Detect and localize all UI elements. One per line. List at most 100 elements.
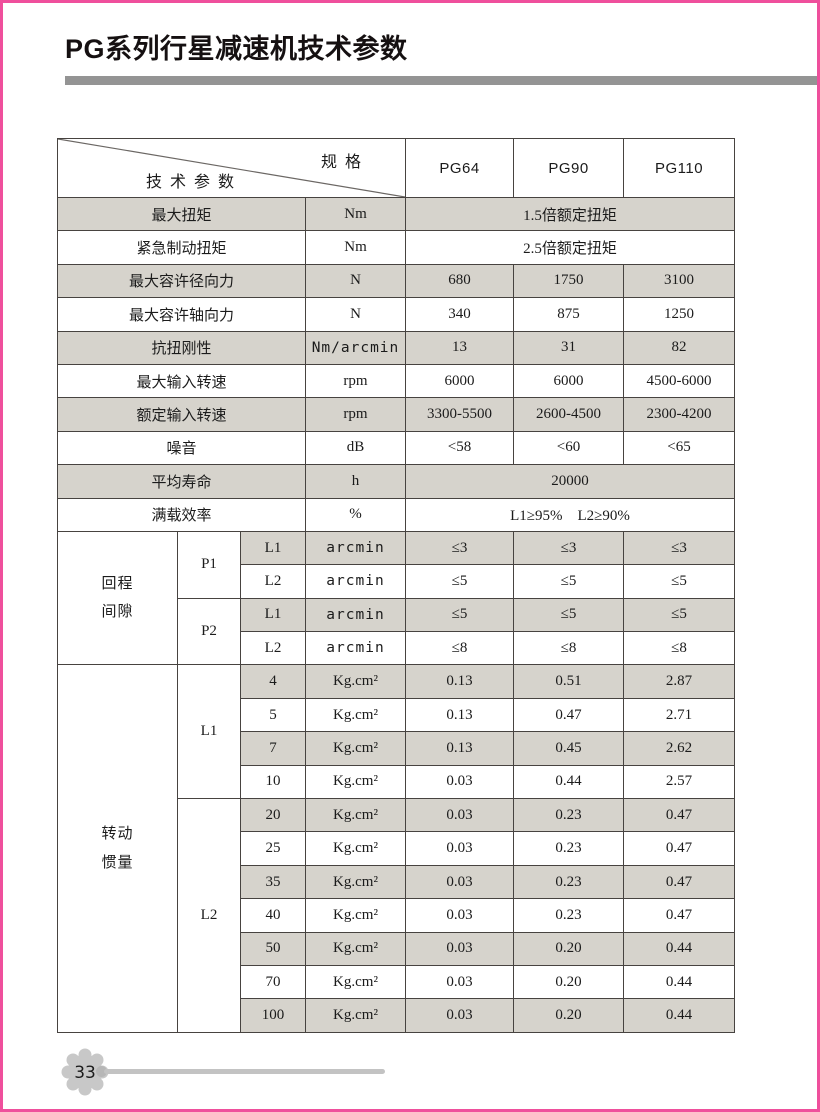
value-cell: 0.13 (405, 664, 514, 699)
value-cell: 2.87 (623, 664, 735, 699)
table-header-row: 规 格 技 术 参 数 PG64 PG90 PG110 (57, 138, 735, 198)
ratio-label: 50 (240, 931, 306, 966)
unit-cell: Kg.cm² (305, 664, 406, 699)
param-label: 最大扭矩 (57, 196, 306, 232)
value-cell: 0.03 (405, 998, 514, 1033)
corner-label-param: 技 术 参 数 (146, 174, 237, 191)
value-cell: 0.13 (405, 697, 514, 733)
unit-cell: arcmin (305, 530, 406, 566)
page-title: PG系列行星减速机技术参数 (65, 34, 408, 64)
value-cell: 3300-5500 (405, 397, 514, 432)
unit-cell: Nm (305, 196, 406, 232)
value-cell: 2.5倍额定扭矩 (405, 230, 735, 265)
unit-cell: Kg.cm² (305, 831, 406, 866)
value-cell: 0.20 (513, 931, 624, 966)
value-cell: 0.03 (405, 898, 514, 933)
param-label: 最大容许径向力 (57, 263, 306, 299)
unit-cell: Kg.cm² (305, 998, 406, 1033)
value-cell: ≤3 (623, 530, 735, 566)
value-cell: 0.47 (623, 864, 735, 900)
stage-label: L1 (240, 530, 306, 566)
value-cell: ≤8 (513, 631, 624, 666)
value-cell: 0.13 (405, 731, 514, 766)
value-cell: 13 (405, 330, 514, 365)
value-cell: ≤3 (405, 530, 514, 566)
unit-cell: Kg.cm² (305, 964, 406, 1000)
value-cell: 0.47 (623, 831, 735, 866)
spec-table: 规 格 技 术 参 数 PG64 PG90 PG110 最大扭矩 Nm 1.5倍… (57, 138, 735, 1033)
value-cell: 0.23 (513, 864, 624, 900)
value-cell: 0.44 (623, 998, 735, 1033)
stage-label: L1 (240, 597, 306, 633)
value-cell: 0.03 (405, 831, 514, 866)
footer-line-dot (96, 1066, 107, 1077)
value-cell: ≤5 (405, 564, 514, 599)
unit-cell: Kg.cm² (305, 697, 406, 733)
value-cell: 0.44 (513, 764, 624, 800)
table-row: 100 Kg.cm² 0.03 0.20 0.44 (58, 998, 735, 1033)
group-label-inertia: 转动惯量 (57, 664, 178, 1033)
value-cell: 20000 (405, 464, 735, 499)
unit-cell: arcmin (305, 564, 406, 599)
table-row: 最大容许轴向力 N 340 875 1250 (57, 297, 735, 332)
unit-cell: Kg.cm² (305, 764, 406, 800)
table-row: 满载效率 % L1≥95% L2≥90% (57, 497, 735, 532)
value-cell: 6000 (405, 363, 514, 399)
table-row: 50 Kg.cm² 0.03 0.20 0.44 (58, 931, 735, 966)
ratio-label: 70 (240, 964, 306, 1000)
unit-cell: Kg.cm² (305, 931, 406, 966)
table-row: 抗扭刚性 Nm/arcmin 13 31 82 (57, 330, 735, 365)
value-cell: 0.03 (405, 764, 514, 800)
table-row: 回程间隙 P1 L1 arcmin ≤3 ≤3 ≤3 (57, 530, 735, 666)
value-cell: 0.47 (623, 798, 735, 833)
unit-cell: h (305, 464, 406, 499)
value-cell: 2.62 (623, 731, 735, 766)
value-cell: 0.47 (513, 697, 624, 733)
unit-cell: arcmin (305, 597, 406, 633)
diagonal-header-cell: 规 格 技 术 参 数 (57, 138, 406, 198)
corner-label-spec: 规 格 (320, 154, 363, 171)
unit-cell: Nm/arcmin (305, 330, 406, 365)
value-cell: <60 (513, 430, 624, 466)
value-cell: ≤5 (623, 597, 735, 633)
value-cell: 1.5倍额定扭矩 (405, 196, 735, 232)
column-header-pg90: PG90 (513, 138, 624, 198)
value-cell: 680 (405, 263, 514, 299)
table-row: 最大输入转速 rpm 6000 6000 4500-6000 (57, 363, 735, 399)
param-label: 平均寿命 (57, 464, 306, 499)
value-cell: <58 (405, 430, 514, 466)
unit-cell: Kg.cm² (305, 898, 406, 933)
table-row: 最大容许径向力 N 680 1750 3100 (57, 263, 735, 299)
unit-cell: Nm (305, 230, 406, 265)
table-row: P2 L1 arcmin ≤5 ≤5 ≤5 (58, 597, 735, 666)
table-row: 最大扭矩 Nm 1.5倍额定扭矩 (57, 196, 735, 232)
value-cell: ≤8 (623, 631, 735, 666)
ratio-label: 40 (240, 898, 306, 933)
page-number: 33 (74, 1063, 96, 1083)
unit-cell: Kg.cm² (305, 798, 406, 833)
value-cell: 0.44 (623, 931, 735, 966)
param-label: 最大容许轴向力 (57, 297, 306, 332)
page-number-gear-icon: 33 (61, 1048, 109, 1096)
header-diagonal-line (58, 139, 405, 197)
ratio-label: 5 (240, 697, 306, 733)
value-cell: 2.57 (623, 764, 735, 800)
value-cell: 82 (623, 330, 735, 365)
table-row: 紧急制动扭矩 Nm 2.5倍额定扭矩 (57, 230, 735, 265)
value-cell: 3100 (623, 263, 735, 299)
value-cell: 0.51 (513, 664, 624, 699)
table-row: 转动惯量 L1 4 Kg.cm² 0.13 0.51 2.87 (57, 664, 735, 1033)
table-row: 7 Kg.cm² 0.13 0.45 2.62 (58, 731, 735, 766)
value-cell: ≤5 (623, 564, 735, 599)
title-divider (65, 76, 817, 85)
value-cell: 6000 (513, 363, 624, 399)
ratio-label: 7 (240, 731, 306, 766)
value-cell: 0.03 (405, 864, 514, 900)
table-row: 35 Kg.cm² 0.03 0.23 0.47 (58, 864, 735, 900)
value-cell: 0.03 (405, 931, 514, 966)
value-cell: 0.03 (405, 964, 514, 1000)
value-cell: 2600-4500 (513, 397, 624, 432)
unit-cell: % (305, 497, 406, 532)
stage-label: L2 (177, 798, 241, 1033)
value-cell: 875 (513, 297, 624, 332)
